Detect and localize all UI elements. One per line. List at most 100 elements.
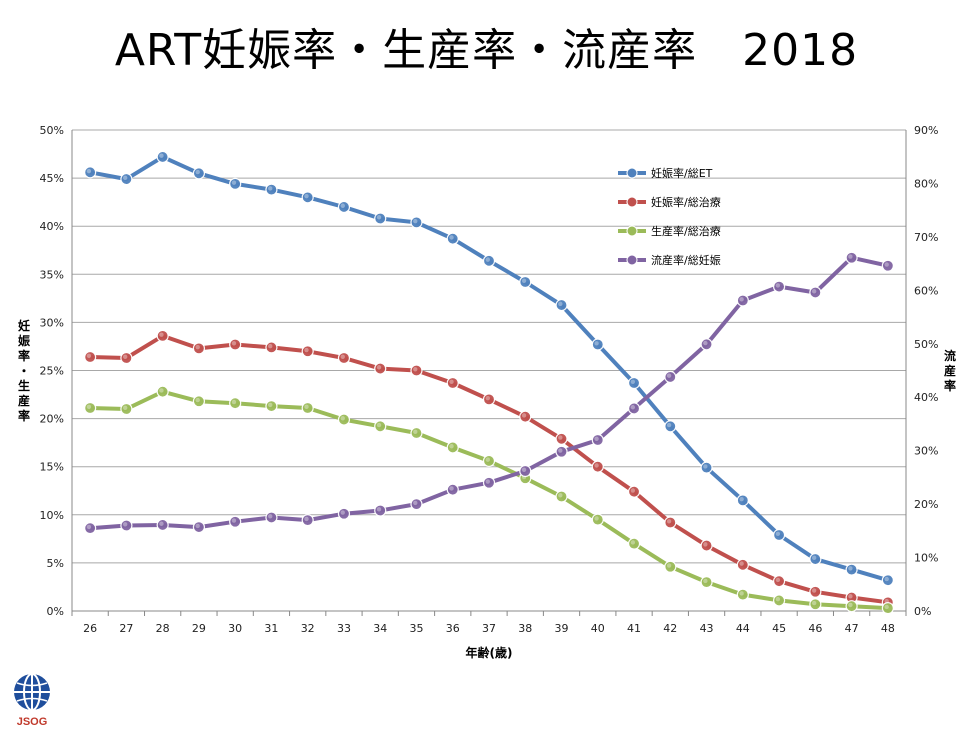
data-point-highlight — [304, 404, 309, 410]
data-point-highlight — [848, 602, 853, 608]
data-point-highlight — [122, 354, 128, 359]
data-point-highlight — [159, 153, 164, 158]
x-tick-label: 45 — [772, 622, 786, 635]
data-point-highlight — [630, 405, 636, 410]
data-point — [192, 395, 206, 408]
data-point-highlight — [122, 175, 128, 181]
data-point-highlight — [376, 365, 382, 370]
y-tick-label: 0% — [47, 605, 64, 618]
jsog-logo: JSOG — [8, 672, 56, 728]
data-point-highlight — [558, 435, 563, 440]
data-point — [229, 515, 242, 528]
x-tick-label: 29 — [192, 622, 206, 635]
data-point-highlight — [159, 388, 164, 393]
legend-item-0: 妊娠率/総ET — [618, 166, 713, 180]
series-0 — [84, 150, 894, 587]
series-line — [89, 154, 889, 583]
data-point — [410, 364, 423, 377]
data-point — [192, 342, 206, 355]
series-lines — [84, 150, 894, 615]
y-tick-label: 20% — [40, 413, 64, 426]
data-point — [555, 445, 568, 458]
data-point — [84, 401, 97, 415]
y2-tick-label: 50% — [914, 338, 938, 351]
data-point-highlight — [775, 531, 781, 537]
data-point-highlight — [376, 215, 382, 220]
data-point — [881, 259, 894, 272]
data-point-highlight — [195, 523, 200, 529]
left-axis-ticks: 0% 5% 10% 15% 20% 25% 30% 35% 40% 45% 50% — [40, 124, 64, 618]
legend-label: 流産率/総妊娠 — [651, 253, 721, 267]
legend-item-1: 妊娠率/総治療 — [618, 195, 721, 209]
x-tick-label: 37 — [482, 622, 496, 635]
data-point-highlight — [231, 399, 237, 405]
data-point — [482, 393, 496, 406]
data-point-highlight — [558, 493, 563, 498]
data-point-highlight — [268, 402, 273, 408]
data-point — [809, 585, 822, 598]
y-tick-label: 40% — [40, 220, 64, 233]
data-point — [410, 426, 423, 440]
data-point-highlight — [811, 600, 817, 606]
data-point-highlight — [811, 555, 817, 561]
legend-swatch-marker — [626, 225, 638, 237]
data-point-highlight — [739, 496, 744, 502]
x-tick-label: 28 — [156, 622, 170, 635]
data-point — [374, 362, 387, 375]
data-point — [337, 200, 351, 214]
data-point — [736, 494, 749, 507]
y-tick-label: 35% — [40, 268, 64, 281]
data-point — [627, 402, 641, 415]
data-point-highlight — [775, 577, 781, 583]
data-point-highlight — [340, 510, 345, 515]
data-point-highlight — [739, 297, 744, 302]
data-point — [591, 460, 604, 473]
data-point — [301, 191, 314, 204]
y-tick-label: 15% — [40, 461, 64, 474]
data-point — [265, 183, 278, 196]
data-point — [482, 476, 496, 489]
data-point-highlight — [376, 507, 382, 512]
data-point — [591, 338, 604, 351]
data-point — [591, 433, 604, 447]
y2-tick-label: 80% — [914, 177, 938, 190]
data-point — [301, 514, 314, 527]
data-point — [772, 575, 786, 588]
data-point-highlight — [413, 367, 418, 372]
data-point — [265, 341, 278, 354]
x-tick-label: 31 — [264, 622, 278, 635]
y2-tick-label: 70% — [914, 231, 938, 244]
data-point-highlight — [558, 448, 563, 453]
data-point-highlight — [666, 563, 672, 568]
x-tick-label: 43 — [700, 622, 714, 635]
logo-text: JSOG — [16, 716, 48, 728]
data-point — [881, 602, 894, 615]
data-point — [337, 413, 351, 426]
data-point-highlight — [86, 353, 92, 359]
legend-swatch-marker — [626, 196, 638, 208]
x-tick-label: 46 — [808, 622, 822, 635]
data-point — [265, 511, 278, 524]
data-point-highlight — [122, 405, 128, 410]
data-point — [772, 528, 786, 542]
data-point-highlight — [739, 561, 744, 566]
data-point-highlight — [811, 588, 817, 593]
data-point — [374, 420, 387, 433]
data-point-highlight — [449, 486, 454, 491]
data-point-highlight — [811, 289, 817, 294]
data-point-highlight — [594, 436, 599, 441]
data-point — [555, 490, 568, 503]
data-point-highlight — [195, 169, 200, 175]
data-point — [446, 232, 459, 245]
data-point-highlight — [703, 578, 708, 584]
data-point — [229, 338, 242, 351]
data-point — [736, 558, 749, 571]
data-point-highlight — [521, 467, 527, 472]
y-axis-title: 妊娠率・生産率 — [18, 318, 31, 423]
data-point-highlight — [304, 347, 309, 353]
data-point-highlight — [485, 457, 490, 462]
data-point-highlight — [304, 516, 309, 522]
data-point — [809, 598, 822, 611]
x-tick-label: 27 — [119, 622, 133, 635]
data-point-highlight — [86, 168, 92, 174]
